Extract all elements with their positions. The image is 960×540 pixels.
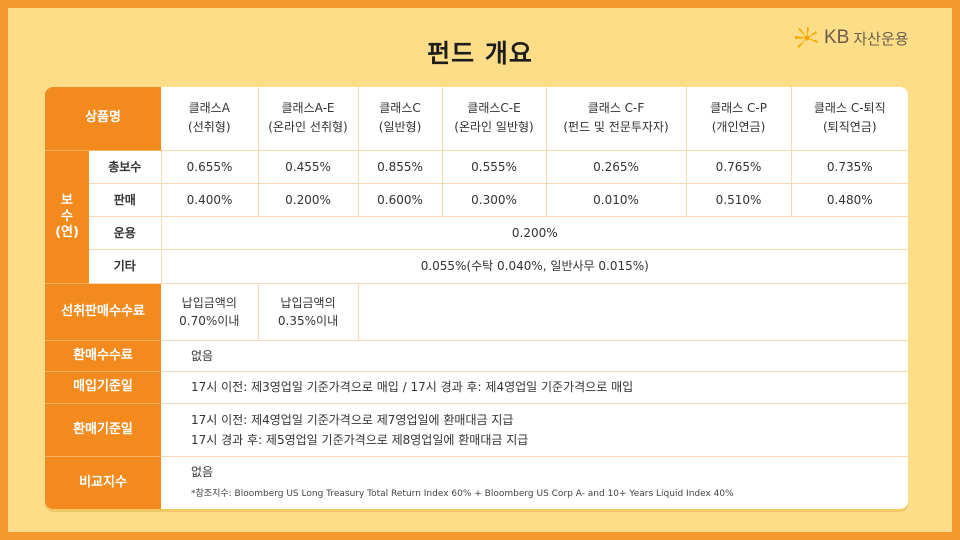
fee-cell: 0.010% xyxy=(546,183,687,217)
fee-cell: 0.855% xyxy=(358,150,443,184)
class-name: 클래스C-E xyxy=(467,101,521,116)
fee-cell: 0.265% xyxy=(546,150,687,184)
front-load-line: 납입금액의 xyxy=(181,295,237,310)
row-label: 기타 xyxy=(89,249,162,284)
kb-star-icon xyxy=(795,27,818,48)
sales-fee-row: 판매 0.400% 0.200% 0.600% 0.300% 0.010% 0.… xyxy=(45,183,908,217)
other-fee-row: 기타 0.055%(수탁 0.040%, 일반사무 0.015%) xyxy=(45,249,908,284)
class-header: 클래스 C-P (개인연금) xyxy=(686,87,792,151)
fee-cell: 0.735% xyxy=(791,150,908,184)
row-label: 판매 xyxy=(89,183,162,217)
benchmark-row: 비교지수 없음 *참조지수: Bloomberg US Long Treasury… xyxy=(45,456,908,509)
class-header: 클래스 C-F (펀드 및 전문투자자) xyxy=(546,87,687,151)
row-header: 매입기준일 xyxy=(45,371,162,404)
empty-cell xyxy=(358,283,908,341)
row-label: 총보수 xyxy=(89,150,162,184)
class-sub: (온라인 선취형) xyxy=(268,120,348,135)
total-fee-row: 보 수 (연) 총보수 0.655% 0.455% 0.855% 0.555% 0.… xyxy=(45,150,908,284)
class-sub: (선취형) xyxy=(188,120,231,135)
class-header-row: 상품명 클래스A (선취형) 클래스A-E (온라인 선취형) 클래스C (일반형) … xyxy=(45,87,908,151)
management-fee-value: 0.200% xyxy=(161,216,908,250)
fee-cell: 0.200% xyxy=(258,183,359,217)
logo-brand: KB xyxy=(824,27,850,48)
page-title: 펀드 개요 xyxy=(427,39,533,68)
fee-group-label: 보 수 (연) xyxy=(45,150,89,284)
fee-cell: 0.655% xyxy=(161,150,259,184)
class-name: 클래스 C-퇴직 xyxy=(813,101,886,116)
class-header: 클래스 C-퇴직 (퇴직연금) xyxy=(791,87,908,151)
benchmark-value: 없음 *참조지수: Bloomberg US Long Treasury Tota… xyxy=(161,456,908,509)
front-load-cell: 납입금액의 0.70%이내 xyxy=(161,283,259,341)
class-header: 클래스A-E (온라인 선취형) xyxy=(258,87,359,151)
fee-group-char: 수 xyxy=(61,208,73,224)
purchase-date-value: 17시 이전: 제3영업일 기준가격으로 매입 / 17시 경과 후: 제4영업… xyxy=(161,371,908,404)
row-header: 비교지수 xyxy=(45,456,162,509)
redemption-fee-row: 환매수수료 없음 xyxy=(45,340,908,372)
front-load-line: 납입금액의 xyxy=(280,295,336,310)
fee-cell: 0.555% xyxy=(442,150,547,184)
redemption-date-value: 17시 이전: 제4영업일 기준가격으로 제7영업일에 환매대금 지급 17시 경… xyxy=(161,403,908,457)
class-name: 클래스A-E xyxy=(281,101,335,116)
class-sub: (온라인 일반형) xyxy=(454,120,534,135)
class-header: 클래스A (선취형) xyxy=(161,87,259,151)
class-name: 클래스C xyxy=(379,101,421,116)
front-load-line: 0.35%이내 xyxy=(277,313,339,328)
fee-cell: 0.455% xyxy=(258,150,359,184)
fee-group-char: (연) xyxy=(55,224,79,240)
fee-cell: 0.600% xyxy=(358,183,443,217)
class-sub: (개인연금) xyxy=(711,120,766,135)
row-label: 운용 xyxy=(89,216,162,250)
front-load-cell: 납입금액의 0.35%이내 xyxy=(258,283,359,341)
fee-group-char: 보 xyxy=(61,192,73,208)
benchmark-note: *참조지수: Bloomberg US Long Treasury Total … xyxy=(191,488,734,499)
redemption-date-line: 17시 이전: 제4영업일 기준가격으로 제7영업일에 환매대금 지급 xyxy=(191,412,514,427)
management-fee-row: 운용 0.200% xyxy=(45,216,908,250)
class-name: 클래스 C-F xyxy=(587,101,645,116)
kb-logo: KB 자산운용 xyxy=(794,24,909,52)
front-load-row: 선취판매수수료 납입금액의 0.70%이내 납입금액의 0.35%이내 xyxy=(45,283,908,341)
benchmark-text: 없음 xyxy=(191,464,214,479)
class-sub: (퇴직연금) xyxy=(823,120,877,135)
front-load-line: 0.70%이내 xyxy=(179,313,240,328)
redemption-fee-value: 없음 xyxy=(161,340,908,372)
fee-cell: 0.400% xyxy=(161,183,259,217)
class-sub: (일반형) xyxy=(378,120,422,135)
redemption-date-row: 환매기준일 17시 이전: 제4영업일 기준가격으로 제7영업일에 환매대금 지… xyxy=(45,403,908,457)
row-header: 환매수수료 xyxy=(45,340,162,372)
purchase-date-row: 매입기준일 17시 이전: 제3영업일 기준가격으로 매입 / 17시 경과 후… xyxy=(45,371,908,404)
fee-cell: 0.510% xyxy=(686,183,792,217)
fee-cell: 0.480% xyxy=(791,183,908,217)
class-header: 클래스C-E (온라인 일반형) xyxy=(442,87,547,151)
fee-cell: 0.300% xyxy=(442,183,547,217)
row-header: 환매기준일 xyxy=(45,403,162,457)
other-fee-value: 0.055%(수탁 0.040%, 일반사무 0.015%) xyxy=(161,249,908,284)
row-header: 선취판매수수료 xyxy=(45,283,162,341)
redemption-date-line: 17시 경과 후: 제5영업일 기준가격으로 제8영업일에 환매대금 지급 xyxy=(191,432,529,447)
logo-company: 자산운용 xyxy=(853,29,909,48)
class-sub: (펀드 및 전문투자자) xyxy=(563,120,669,135)
corner-header: 상품명 xyxy=(45,87,162,151)
class-name: 클래스 C-P xyxy=(710,101,767,116)
fund-overview-table: 상품명 클래스A (선취형) 클래스A-E (온라인 선취형) 클래스C (일반형) … xyxy=(45,87,908,509)
class-header: 클래스C (일반형) xyxy=(358,87,443,151)
fee-cell: 0.765% xyxy=(686,150,792,184)
class-name: 클래스A xyxy=(188,101,230,116)
